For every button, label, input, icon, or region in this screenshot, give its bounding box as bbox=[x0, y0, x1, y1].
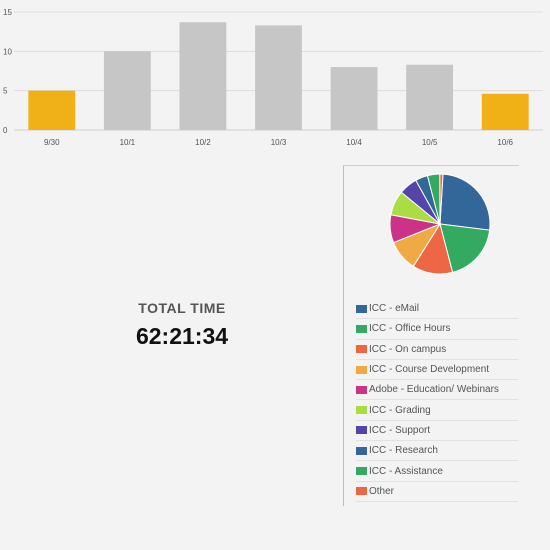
legend-label: ICC - Office Hours bbox=[369, 323, 451, 335]
x-tick-label: 10/5 bbox=[422, 138, 438, 147]
y-tick-label: 15 bbox=[3, 8, 12, 17]
x-tick-label: 9/30 bbox=[44, 138, 60, 147]
legend-item[interactable]: Adobe - Education/ Webinars bbox=[356, 380, 518, 401]
legend-item[interactable]: ICC - eMail bbox=[356, 299, 518, 320]
pie-slice[interactable] bbox=[439, 223, 491, 274]
legend-swatch bbox=[356, 385, 367, 394]
legend-item[interactable]: Other bbox=[356, 482, 518, 502]
bar-10-1[interactable] bbox=[103, 51, 151, 131]
legend-swatch bbox=[356, 365, 367, 374]
legend-item[interactable]: ICC - On campus bbox=[356, 340, 518, 360]
legend-label: ICC - eMail bbox=[369, 303, 420, 315]
legend-label: Adobe - Education/ Webinars bbox=[369, 384, 499, 396]
legend-swatch bbox=[356, 345, 367, 354]
legend-label: ICC - Assistance bbox=[369, 465, 443, 477]
x-tick-label: 10/1 bbox=[120, 138, 136, 147]
x-tick-label: 10/3 bbox=[271, 138, 287, 147]
legend-swatch bbox=[356, 324, 367, 333]
y-tick-label: 0 bbox=[3, 126, 8, 135]
legend-swatch bbox=[356, 426, 367, 435]
pie-slice[interactable] bbox=[439, 173, 444, 225]
bar-10-6[interactable] bbox=[481, 93, 529, 130]
pie-slice[interactable] bbox=[439, 173, 491, 231]
legend-label: ICC - Course Development bbox=[369, 364, 490, 376]
category-pie-chart bbox=[389, 173, 491, 275]
legend-label: ICC - Support bbox=[369, 424, 431, 436]
legend-swatch bbox=[356, 467, 367, 476]
bar-10-2[interactable] bbox=[179, 22, 227, 130]
x-tick-label: 10/2 bbox=[195, 138, 211, 147]
legend-item[interactable]: ICC - Support bbox=[356, 421, 518, 442]
legend-label: ICC - Grading bbox=[369, 404, 431, 416]
total-time-value: 62:21:34 bbox=[135, 323, 229, 349]
bar-9-30[interactable] bbox=[28, 90, 76, 130]
legend-item[interactable]: ICC - Grading bbox=[356, 400, 518, 421]
legend-swatch bbox=[356, 304, 367, 313]
legend-item[interactable]: ICC - Office Hours bbox=[356, 319, 518, 340]
legend-swatch bbox=[356, 406, 367, 415]
bar-10-3[interactable] bbox=[255, 25, 302, 130]
legend-label: ICC - Research bbox=[369, 445, 438, 457]
y-tick-label: 10 bbox=[3, 47, 12, 56]
x-tick-label: 10/4 bbox=[346, 138, 362, 147]
legend-item[interactable]: ICC - Research bbox=[356, 441, 518, 462]
legend-item[interactable]: ICC - Assistance bbox=[356, 461, 518, 482]
legend-swatch bbox=[356, 446, 367, 455]
legend-item[interactable]: ICC - Course Development bbox=[356, 360, 518, 381]
total-time-label: TOTAL TIME bbox=[138, 300, 226, 316]
bar-10-5[interactable] bbox=[406, 64, 454, 130]
legend-label: ICC - On campus bbox=[369, 343, 447, 355]
x-tick-label: 10/6 bbox=[497, 138, 513, 147]
legend-swatch bbox=[356, 487, 367, 496]
bar-10-4[interactable] bbox=[330, 67, 378, 130]
y-tick-label: 5 bbox=[3, 87, 8, 96]
category-breakdown-panel: ICC - eMail ICC - Office Hours ICC - On ca… bbox=[343, 165, 519, 506]
daily-hours-bar-chart: 0 5 10 15 9/30 10/1 10/2 10/3 10/4 10/5 10/6 bbox=[3, 8, 543, 147]
pie-legend: ICC - eMail ICC - Office Hours ICC - On ca… bbox=[356, 299, 518, 502]
legend-label: Other bbox=[369, 485, 395, 497]
